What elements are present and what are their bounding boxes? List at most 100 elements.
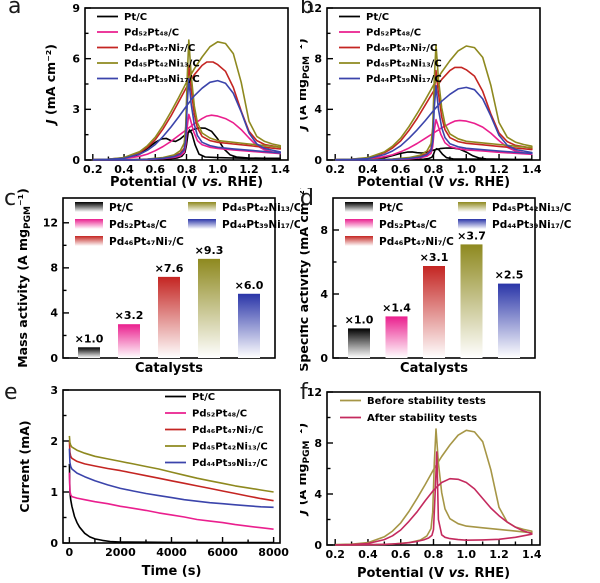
legend-label: Pt/C [192,392,215,403]
curve-Pd₄₅Pt₄₂Ni₁₃/C [335,43,533,161]
legend-item-Pd₄₆Pt₄₇Ni₇/C: Pd₄₆Pt₄₇Ni₇/C [339,43,437,54]
x-tick-label: 0.4 [358,163,378,176]
curve-Pt/C [335,147,533,161]
x-tick-label: 6000 [207,546,238,559]
x-tick-label: 1.4 [522,163,542,176]
y-tick-label: 4 [314,488,322,501]
panel-letter-e: e [4,380,18,405]
y-tick-label: 3 [72,103,80,116]
legend: Before stability tests After stability te… [340,396,486,424]
legend-item-Pd₅₂Pt₄₈/C: Pd₅₂Pt₄₈/C [97,28,179,39]
panel-f: f 0 4 8 12 0.2 0.4 0.6 0.8 1.0 1.2 1.4 Potential (V… [300,378,600,583]
legend-label: Pd₄₆Pt₄₇Ni₇/C [192,425,263,436]
y-tick-label: 12 [43,217,58,230]
y-tick-label: 1 [50,486,58,499]
legend-item-After stability tests: After stability tests [340,413,477,424]
bar-value-label: ×1.0 [345,313,374,326]
curve-Pt/C [68,463,274,544]
legend-label: Pd₄₅Pt₄₂Ni₁₃/C [222,202,300,214]
legend-item-Pd₄₅Pt₄₂Ni₁₃/C: Pd₄₅Pt₄₂Ni₁₃/C [97,59,200,70]
series-group [335,43,533,161]
legend-swatch [458,202,486,212]
bar-Pd₅₂Pt₄₈/C [118,324,140,358]
curve-Before stability tests [335,428,533,546]
legend-label: Pd₄₄Pt₃₉Ni₁₇/C [124,74,200,85]
legend-label: Pd₅₂Pt₄₈/C [124,28,179,39]
y-axis-label: Specific activity (mA cm⁻²) [300,188,311,372]
legend-item-Pd₄₄Pt₃₉Ni₁₇/C: Pd₄₄Pt₃₉Ni₁₇/C [339,74,442,85]
x-tick-label: 4000 [156,546,187,559]
y-tick-label: 0 [50,352,58,365]
x-tick-label: 1.0 [208,163,228,176]
y-tick-label: 0 [72,154,80,167]
bar-Pd₄₆Pt₄₇Ni₇/C [423,266,445,358]
panel-letter-c: c [4,186,17,211]
axes: 0 4 8 12 0.2 0.4 0.6 0.8 1.0 1.2 1.4 Potential (V v… [300,2,542,188]
legend-item-Pt/C: Pt/C [165,392,215,403]
x-tick-label: 0.2 [83,163,103,176]
legend-item-Pd₄₆Pt₄₇Ni₇/C: Pd₄₆Pt₄₇Ni₇/C [97,43,195,54]
bar-Pt/C [78,347,100,358]
legend-item-Pd₄₆Pt₄₇Ni₇/C: Pd₄₆Pt₄₇Ni₇/C [75,236,184,248]
axes: 0 3 6 9 0.2 0.4 0.6 0.8 1.0 1.2 1.4 Potential (V vs… [43,2,290,188]
panel-c-chart: 0 4 8 12 Catalysts Mass activity (A mgPGM⁻¹) ×… [15,188,300,376]
y-axis-label: J (A mgPGM⁻¹) [300,423,312,517]
legend: Pt/C Pd₅₂Pt₄₈/C Pd₄₆Pt₄₇Ni₇/C Pd₄₅Pt₄₂Ni₁₃/… [97,12,200,85]
legend-item-Pd₄₄Pt₃₉Ni₁₇/C: Pd₄₄Pt₃₉Ni₁₇/C [188,219,300,231]
x-tick-label: 1.2 [489,163,509,176]
y-tick-label: 2 [50,435,58,448]
legend-item-Pd₄₄Pt₃₉Ni₁₇/C: Pd₄₄Pt₃₉Ni₁₇/C [97,74,200,85]
y-tick-label: 9 [72,2,80,15]
panel-letter-a: a [8,0,22,19]
panel-c: c 0 4 8 12 Catalysts Mass activity (A mgPGM⁻¹… [0,188,300,378]
bar-Pt/C [348,328,370,358]
panel-e-chart: 0 1 2 3 0 2000 4000 6000 8000 Time (s) Current (mA… [17,384,289,579]
bar-Pd₄₅Pt₄₂Ni₁₃/C [460,244,483,358]
legend-label: Pd₄₄Pt₃₉Ni₁₇/C [192,458,268,469]
legend-label: Pd₄₆Pt₄₇Ni₇/C [366,43,437,54]
legend: Pt/C Pd₅₂Pt₄₈/C Pd₄₆Pt₄₇Ni₇/C Pd₄₅Pt₄₂Ni₁₃/… [345,202,572,248]
bar-value-label: ×3.2 [115,309,144,322]
legend-label: Pd₄₄Pt₃₉Ni₁₇/C [492,219,572,231]
x-tick-label: 0 [66,546,74,559]
legend-label: Pd₄₆Pt₄₇Ni₇/C [124,43,195,54]
panel-a: a 0 3 6 9 0.2 0.4 0.6 0.8 1.0 1.2 1.4 Potential (V … [0,0,300,188]
x-tick-label: 1.0 [457,163,477,176]
curve-Pd₄₅Pt₄₂Ni₁₃/C [68,435,274,493]
y-axis-label: Current (mA) [17,420,32,512]
legend-label: Pd₄₄Pt₃₉Ni₁₇/C [222,219,300,231]
x-axis-label: Time (s) [142,564,202,579]
legend-label: Pd₄₅Pt₄₂Ni₁₃/C [492,202,572,214]
legend-item-Pd₄₆Pt₄₇Ni₇/C: Pd₄₆Pt₄₇Ni₇/C [345,236,454,248]
x-tick-label: 8000 [258,546,289,559]
panel-f-chart: 0 4 8 12 0.2 0.4 0.6 0.8 1.0 1.2 1.4 Potential (V v… [300,386,542,581]
y-tick-label: 8 [320,224,328,237]
y-tick-label: 6 [72,52,80,65]
y-tick-label: 8 [314,437,322,450]
legend-label: Pd₅₂Pt₄₈/C [109,219,167,231]
legend-label: After stability tests [367,413,477,424]
legend-swatch [188,219,216,229]
panel-d-chart: 0 4 8 Catalysts Specific activity (mA cm⁻²) ×… [300,188,572,376]
legend-swatch [345,219,373,229]
x-tick-label: 0.2 [325,548,345,561]
y-axis-label: J (mA cm⁻²) [43,44,58,127]
legend-label: Pd₄₆Pt₄₇Ni₇/C [109,236,184,248]
legend-item-Pd₄₅Pt₄₂Ni₁₃/C: Pd₄₅Pt₄₂Ni₁₃/C [458,202,572,214]
curve-Pd₄₅Pt₄₂Ni₁₃/C [92,39,281,161]
legend-item-Pt/C: Pt/C [345,202,404,214]
legend-item-Pd₄₅Pt₄₂Ni₁₃/C: Pd₄₅Pt₄₂Ni₁₃/C [188,202,300,214]
curve-Pd₅₂Pt₄₈/C [68,472,274,530]
legend-item-Before stability tests: Before stability tests [340,396,486,407]
curve-Pd₄₆Pt₄₇Ni₇/C [68,440,274,502]
legend-item-Pd₄₅Pt₄₂Ni₁₃/C: Pd₄₅Pt₄₂Ni₁₃/C [165,442,268,453]
legend-label: Pd₅₂Pt₄₈/C [366,28,421,39]
y-tick-label: 8 [314,52,322,65]
bars-group: ×1.0 ×3.2 ×7.6 ×9.3 ×6.0 [75,244,264,358]
legend-label: Pd₄₅Pt₄₂Ni₁₃/C [124,59,200,70]
legend-item-Pd₅₂Pt₄₈/C: Pd₅₂Pt₄₈/C [75,219,167,231]
legend-label: Pd₄₆Pt₄₇Ni₇/C [379,236,454,248]
bar-value-label: ×1.0 [75,332,104,345]
x-axis-label: Catalysts [400,361,468,376]
legend-item-Pd₅₂Pt₄₈/C: Pd₅₂Pt₄₈/C [345,219,437,231]
